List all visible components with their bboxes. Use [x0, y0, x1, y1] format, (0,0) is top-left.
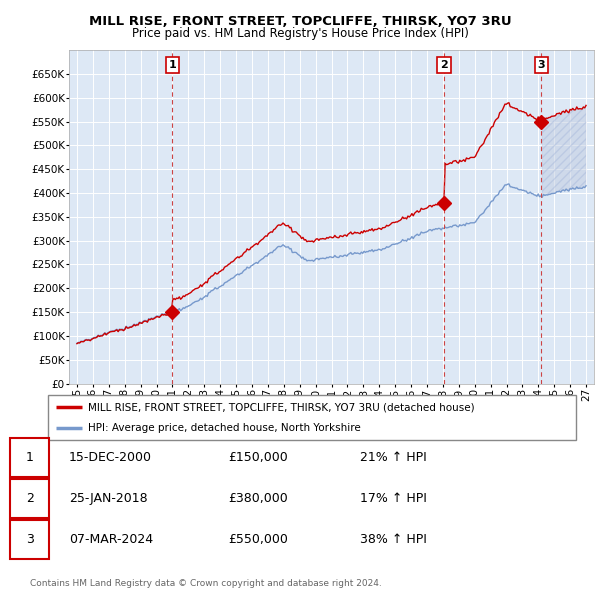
Text: 2: 2	[440, 60, 448, 70]
Text: 1: 1	[169, 60, 176, 70]
Text: 07-MAR-2024: 07-MAR-2024	[69, 533, 153, 546]
Text: MILL RISE, FRONT STREET, TOPCLIFFE, THIRSK, YO7 3RU (detached house): MILL RISE, FRONT STREET, TOPCLIFFE, THIR…	[88, 402, 474, 412]
Text: 2: 2	[26, 492, 34, 505]
Text: £550,000: £550,000	[228, 533, 288, 546]
Text: 21% ↑ HPI: 21% ↑ HPI	[360, 451, 427, 464]
Text: 3: 3	[26, 533, 34, 546]
Text: 3: 3	[538, 60, 545, 70]
Text: 38% ↑ HPI: 38% ↑ HPI	[360, 533, 427, 546]
Text: 17% ↑ HPI: 17% ↑ HPI	[360, 492, 427, 505]
Text: 1: 1	[26, 451, 34, 464]
Text: MILL RISE, FRONT STREET, TOPCLIFFE, THIRSK, YO7 3RU: MILL RISE, FRONT STREET, TOPCLIFFE, THIR…	[89, 15, 511, 28]
Text: Contains HM Land Registry data © Crown copyright and database right 2024.
This d: Contains HM Land Registry data © Crown c…	[30, 579, 382, 590]
Text: 15-DEC-2000: 15-DEC-2000	[69, 451, 152, 464]
Text: £150,000: £150,000	[228, 451, 288, 464]
Text: HPI: Average price, detached house, North Yorkshire: HPI: Average price, detached house, Nort…	[88, 422, 361, 432]
Text: Price paid vs. HM Land Registry's House Price Index (HPI): Price paid vs. HM Land Registry's House …	[131, 27, 469, 40]
Text: 25-JAN-2018: 25-JAN-2018	[69, 492, 148, 505]
Text: £380,000: £380,000	[228, 492, 288, 505]
